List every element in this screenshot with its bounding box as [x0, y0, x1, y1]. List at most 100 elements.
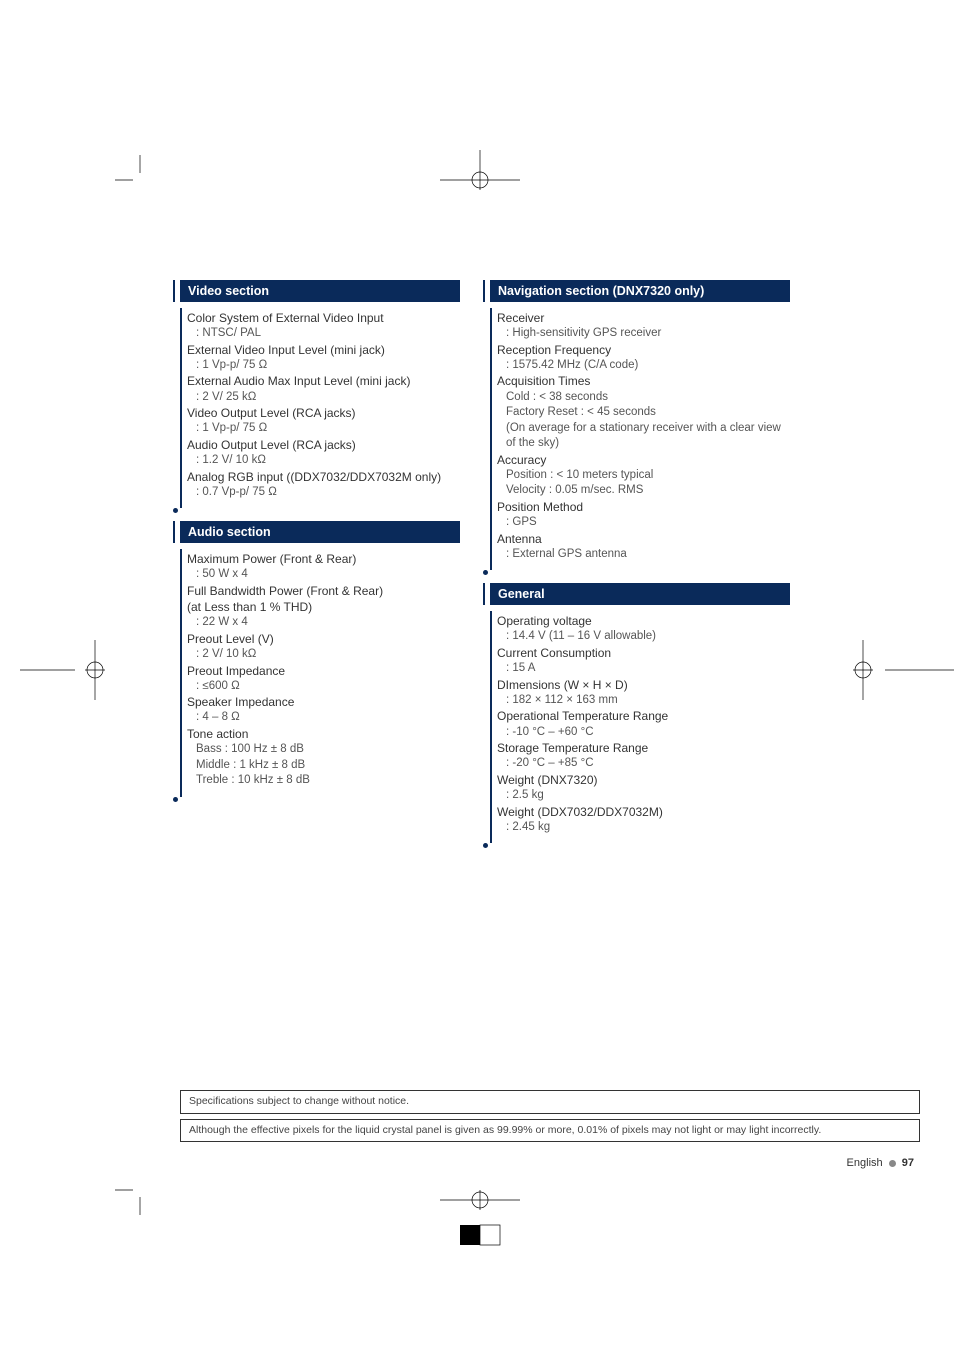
- general-section-header: General: [490, 583, 790, 605]
- spec-label: Tone action: [187, 726, 455, 742]
- section-end-dot: [483, 835, 790, 853]
- right-column: Navigation section (DNX7320 only) Receiv…: [490, 280, 790, 853]
- note-box: Although the effective pixels for the li…: [180, 1119, 920, 1143]
- spec-label: External Video Input Level (mini jack): [187, 342, 455, 358]
- spec-item: External Video Input Level (mini jack): …: [187, 342, 455, 374]
- spec-value: : 22 W x 4: [187, 615, 455, 631]
- spec-item: Antenna: External GPS antenna: [497, 531, 785, 563]
- spec-label: Video Output Level (RCA jacks): [187, 405, 455, 421]
- spec-item: Storage Temperature Range: -20 °C – +85 …: [497, 740, 785, 772]
- spec-item: Analog RGB input ((DDX7032/DDX7032M only…: [187, 469, 455, 501]
- left-column: Video section Color System of External V…: [180, 280, 460, 853]
- spec-value: : 15 A: [497, 661, 785, 677]
- audio-section-body: Maximum Power (Front & Rear): 50 W x 4 F…: [180, 549, 460, 796]
- spec-item: Preout Level (V): 2 V/ 10 kΩ: [187, 631, 455, 663]
- spec-label: DImensions (W × H × D): [497, 677, 785, 693]
- spec-label: Color System of External Video Input: [187, 310, 455, 326]
- spec-item: Preout Impedance: ≤600 Ω: [187, 663, 455, 695]
- section-end-dot: [483, 562, 790, 580]
- crop-mark-tl: [115, 155, 155, 195]
- footnotes: Specifications subject to change without…: [180, 1090, 920, 1147]
- spec-value: Cold : < 38 seconds Factory Reset : < 45…: [497, 390, 785, 452]
- spec-label: Preout Level (V): [187, 631, 455, 647]
- spec-item: Audio Output Level (RCA jacks): 1.2 V/ 1…: [187, 437, 455, 469]
- spec-label: Preout Impedance: [187, 663, 455, 679]
- spec-value: Position : < 10 meters typical Velocity …: [497, 468, 785, 499]
- spec-value: : 14.4 V (11 – 16 V allowable): [497, 629, 785, 645]
- spec-value: : 1.2 V/ 10 kΩ: [187, 453, 455, 469]
- video-section-header: Video section: [180, 280, 460, 302]
- section-end-dot: [173, 789, 460, 807]
- spec-value: : 2.5 kg: [497, 788, 785, 804]
- spec-item: Operating voltage: 14.4 V (11 – 16 V all…: [497, 613, 785, 645]
- spec-item: Weight (DNX7320): 2.5 kg: [497, 772, 785, 804]
- spec-item: Receiver: High-sensitivity GPS receiver: [497, 310, 785, 342]
- spec-label: Accuracy: [497, 452, 785, 468]
- spec-value: : 50 W x 4: [187, 567, 455, 583]
- spec-item: Maximum Power (Front & Rear): 50 W x 4: [187, 551, 455, 583]
- spec-value: : External GPS antenna: [497, 547, 785, 563]
- spec-value: : -10 °C – +60 °C: [497, 725, 785, 741]
- spec-label: Acquisition Times: [497, 373, 785, 389]
- page-footer: English 97: [847, 1157, 914, 1169]
- spec-label: Antenna: [497, 531, 785, 547]
- spec-label: Reception Frequency: [497, 342, 785, 358]
- general-section-body: Operating voltage: 14.4 V (11 – 16 V all…: [490, 611, 790, 843]
- spec-item: Tone actionBass : 100 Hz ± 8 dB Middle :…: [187, 726, 455, 789]
- spec-label: Operational Temperature Range: [497, 708, 785, 724]
- spec-label: Storage Temperature Range: [497, 740, 785, 756]
- spec-item: Position Method: GPS: [497, 499, 785, 531]
- nav-section-body: Receiver: High-sensitivity GPS receiver …: [490, 308, 790, 570]
- spec-item: Operational Temperature Range: -10 °C – …: [497, 708, 785, 740]
- spec-value: : 4 – 8 Ω: [187, 710, 455, 726]
- spec-value: : 2.45 kg: [497, 820, 785, 836]
- spec-item: Video Output Level (RCA jacks): 1 Vp-p/ …: [187, 405, 455, 437]
- spec-item: Full Bandwidth Power (Front & Rear) (at …: [187, 583, 455, 631]
- bullet-icon: [889, 1160, 896, 1167]
- section-end-dot: [173, 500, 460, 518]
- spec-item: External Audio Max Input Level (mini jac…: [187, 373, 455, 405]
- nav-section-header: Navigation section (DNX7320 only): [490, 280, 790, 302]
- crop-mark-bl: [115, 1175, 155, 1215]
- spec-value: Bass : 100 Hz ± 8 dB Middle : 1 kHz ± 8 …: [187, 742, 455, 789]
- spec-value: : 2 V/ 25 kΩ: [187, 390, 455, 406]
- spec-value: : 2 V/ 10 kΩ: [187, 647, 455, 663]
- spec-value: : High-sensitivity GPS receiver: [497, 326, 785, 342]
- spec-item: AccuracyPosition : < 10 meters typical V…: [497, 452, 785, 499]
- spec-item: Speaker Impedance: 4 – 8 Ω: [187, 694, 455, 726]
- spec-item: Current Consumption: 15 A: [497, 645, 785, 677]
- spec-label: Current Consumption: [497, 645, 785, 661]
- spec-value: : GPS: [497, 515, 785, 531]
- spec-label: Weight (DDX7032/DDX7032M): [497, 804, 785, 820]
- registration-mark-left: [20, 640, 120, 700]
- spec-label: Position Method: [497, 499, 785, 515]
- spec-value: : ≤600 Ω: [187, 679, 455, 695]
- spec-item: Color System of External Video Input: NT…: [187, 310, 455, 342]
- spec-value: : 182 × 112 × 163 mm: [497, 693, 785, 709]
- spec-label: Operating voltage: [497, 613, 785, 629]
- spec-label: Analog RGB input ((DDX7032/DDX7032M only…: [187, 469, 455, 485]
- spec-value: : NTSC/ PAL: [187, 326, 455, 342]
- spec-value: : -20 °C – +85 °C: [497, 756, 785, 772]
- footer-page: 97: [902, 1157, 914, 1169]
- spec-item: Reception Frequency: 1575.42 MHz (C/A co…: [497, 342, 785, 374]
- spec-label: Full Bandwidth Power (Front & Rear) (at …: [187, 583, 455, 615]
- spec-value: : 1 Vp-p/ 75 Ω: [187, 358, 455, 374]
- spec-value: : 1 Vp-p/ 75 Ω: [187, 421, 455, 437]
- spec-item: Weight (DDX7032/DDX7032M): 2.45 kg: [497, 804, 785, 836]
- spec-label: Weight (DNX7320): [497, 772, 785, 788]
- spec-label: Receiver: [497, 310, 785, 326]
- spec-label: Audio Output Level (RCA jacks): [187, 437, 455, 453]
- spec-content: Video section Color System of External V…: [180, 280, 920, 853]
- spec-value: : 1575.42 MHz (C/A code): [497, 358, 785, 374]
- spec-value: : 0.7 Vp-p/ 75 Ω: [187, 485, 455, 501]
- spec-item: DImensions (W × H × D): 182 × 112 × 163 …: [497, 677, 785, 709]
- registration-mark-top: [440, 150, 520, 190]
- spec-item: Acquisition TimesCold : < 38 seconds Fac…: [497, 373, 785, 451]
- note-box: Specifications subject to change without…: [180, 1090, 920, 1114]
- registration-mark-bottom: [440, 1190, 520, 1250]
- spec-label: Maximum Power (Front & Rear): [187, 551, 455, 567]
- video-section-body: Color System of External Video Input: NT…: [180, 308, 460, 508]
- spec-label: External Audio Max Input Level (mini jac…: [187, 373, 455, 389]
- spec-label: Speaker Impedance: [187, 694, 455, 710]
